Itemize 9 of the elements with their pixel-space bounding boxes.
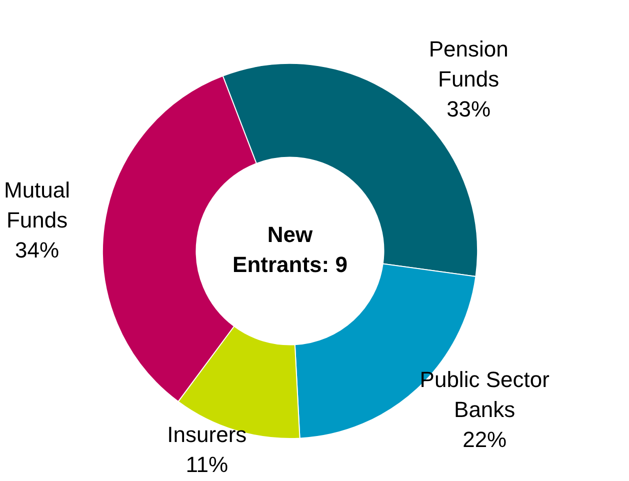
text: New Entrants: 9 xyxy=(232,222,348,278)
slice-label: Mutual Funds xyxy=(4,178,70,233)
data-label: 11% xyxy=(186,452,228,478)
slice-label: Public Sector Banks xyxy=(420,367,550,422)
slice-label: Pension Funds xyxy=(428,36,508,92)
slice-label: Insurers xyxy=(167,422,247,448)
data-label: 33% xyxy=(446,96,491,122)
data-label: 22% xyxy=(462,427,507,452)
data-label: 34% xyxy=(14,238,60,263)
